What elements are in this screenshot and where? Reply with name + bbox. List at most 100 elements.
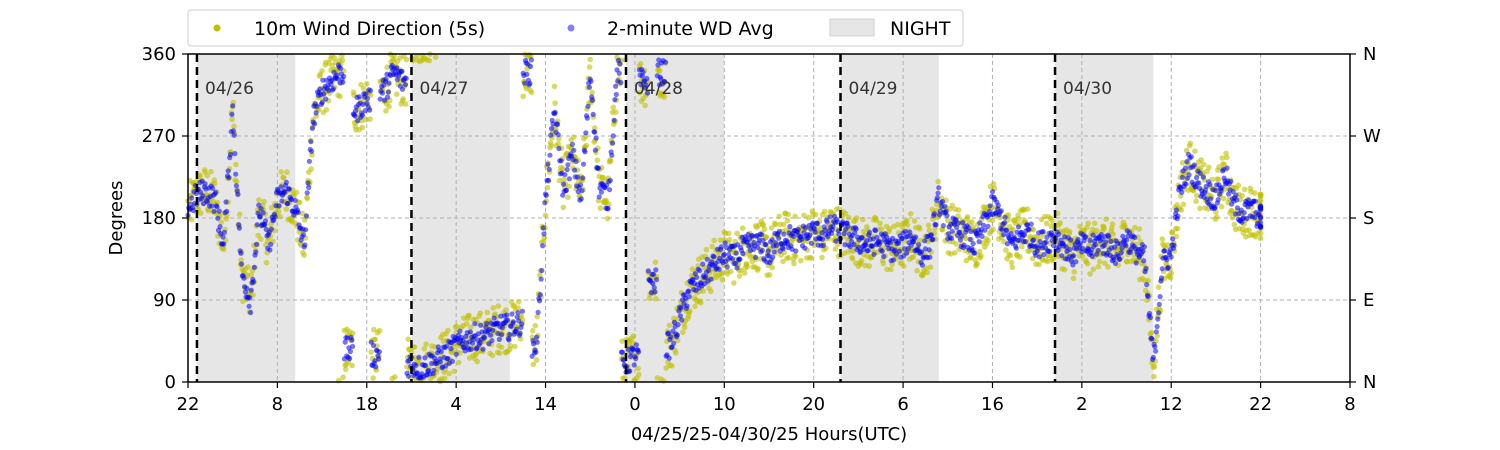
data-point — [982, 227, 988, 233]
data-point — [637, 60, 644, 67]
x-tick-label: 14 — [534, 394, 557, 415]
data-point — [808, 240, 815, 246]
grid-layer — [188, 54, 1350, 382]
data-point — [1239, 192, 1245, 199]
data-point — [545, 177, 552, 183]
data-point — [221, 241, 227, 247]
data-point — [342, 339, 348, 345]
data-point — [987, 203, 993, 209]
data-point — [360, 85, 367, 92]
data-point — [1024, 206, 1031, 212]
data-point — [577, 182, 584, 188]
data-point — [221, 246, 227, 253]
data-point — [540, 243, 546, 249]
data-point — [657, 68, 663, 74]
data-point — [256, 197, 262, 203]
data-point — [1152, 344, 1158, 350]
data-point — [1212, 204, 1218, 211]
data-point — [560, 204, 567, 211]
data-point — [223, 199, 229, 205]
data-point — [340, 79, 346, 85]
right-tick-label: W — [1363, 126, 1381, 147]
data-point — [394, 77, 400, 83]
data-point — [666, 322, 673, 329]
data-point — [304, 195, 311, 202]
data-point — [281, 175, 287, 181]
data-point — [593, 135, 599, 141]
data-point — [650, 281, 656, 287]
data-point — [1015, 216, 1022, 222]
data-point — [532, 322, 539, 329]
data-point — [1110, 231, 1116, 237]
data-point — [1226, 191, 1232, 197]
data-point — [1057, 220, 1063, 226]
data-point — [677, 313, 684, 319]
data-point — [697, 300, 704, 306]
data-point — [1149, 336, 1155, 342]
data-point — [477, 310, 484, 316]
data-point — [220, 234, 226, 240]
data-point — [543, 192, 549, 198]
data-point — [244, 285, 250, 291]
data-point — [446, 370, 452, 377]
data-point — [484, 309, 491, 316]
data-point — [700, 288, 706, 295]
data-point — [1183, 181, 1189, 187]
data-point — [822, 227, 828, 233]
data-point — [1215, 176, 1222, 183]
data-point — [403, 75, 409, 81]
data-point — [827, 214, 833, 220]
data-point — [627, 368, 633, 374]
data-point — [1246, 227, 1252, 234]
data-point — [384, 64, 391, 70]
data-point — [741, 270, 748, 276]
data-point — [563, 187, 570, 193]
data-point — [337, 93, 343, 100]
data-point — [1009, 264, 1016, 271]
data-point — [681, 324, 688, 331]
data-point — [1194, 192, 1200, 199]
data-point — [414, 370, 420, 376]
data-point — [726, 230, 732, 237]
data-point — [867, 229, 873, 235]
data-point — [284, 169, 290, 175]
data-point — [1231, 221, 1238, 228]
data-point — [724, 264, 730, 270]
data-point — [679, 317, 685, 323]
data-point — [635, 365, 641, 372]
data-point — [231, 123, 237, 130]
data-point — [226, 175, 232, 181]
data-point — [651, 285, 657, 291]
data-point — [1201, 161, 1207, 168]
data-point — [1252, 190, 1258, 196]
data-point — [763, 234, 770, 240]
data-point — [1063, 244, 1069, 250]
data-point — [772, 221, 779, 228]
legend-label-night: NIGHT — [890, 18, 951, 40]
data-point — [515, 310, 521, 316]
data-point — [431, 367, 437, 373]
data-point — [411, 344, 418, 350]
day-marker-label: 04/30 — [1063, 79, 1112, 99]
data-point — [507, 342, 514, 349]
data-point — [1180, 201, 1187, 208]
data-point — [302, 242, 308, 248]
data-point — [292, 197, 298, 203]
data-point — [1234, 197, 1240, 203]
data-point — [585, 103, 591, 109]
y-axis-label: Degrees — [106, 181, 127, 256]
data-point — [808, 255, 814, 261]
data-point — [1144, 282, 1150, 288]
data-point — [200, 193, 206, 199]
data-point — [1118, 250, 1124, 256]
data-point — [653, 296, 659, 302]
data-point — [1257, 191, 1264, 198]
data-point — [943, 208, 949, 214]
data-point — [1151, 373, 1157, 380]
data-point — [1258, 203, 1264, 209]
data-point — [605, 205, 611, 212]
data-point — [588, 78, 594, 84]
data-point — [463, 321, 470, 327]
data-point — [776, 213, 782, 220]
data-point — [1103, 239, 1109, 245]
